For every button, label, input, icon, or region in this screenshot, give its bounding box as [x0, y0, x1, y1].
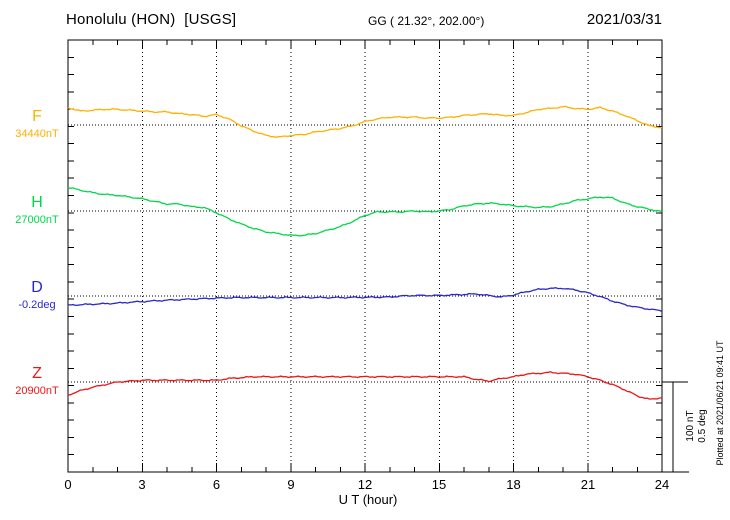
trace-baseline-value-Z: 20900nT [15, 385, 59, 397]
plotted-at-timestamp: Plotted at 2021/06/21 09:41 UT [715, 340, 725, 466]
x-tick-label-24: 24 [654, 477, 670, 492]
x-axis-title: U T (hour) [338, 492, 398, 507]
trace-baseline-value-D: -0.2deg [18, 299, 56, 311]
trace-baseline-value-F: 34440nT [15, 128, 59, 140]
trace-letter-D: D [31, 279, 43, 296]
x-tick-label-6: 6 [212, 477, 221, 492]
scale-label-nt: 100 nT [685, 410, 696, 442]
trace-letter-F: F [32, 108, 42, 125]
trace-baseline-value-H: 27000nT [15, 214, 59, 226]
trace-letter-H: H [31, 194, 43, 211]
plot-date: 2021/03/31 [586, 11, 662, 28]
trace-label-F: F 34440nT [6, 109, 68, 140]
x-tick-label-0: 0 [64, 477, 72, 492]
scale-label-deg: 0.5 deg [697, 409, 708, 443]
trace-label-H: H 27000nT [6, 195, 68, 226]
x-tick-label-21: 21 [580, 477, 596, 492]
trace-F [67, 105, 663, 138]
trace-label-Z: Z 20900nT [6, 366, 68, 397]
x-tick-label-9: 9 [287, 477, 295, 492]
trace-label-D: D -0.2deg [6, 280, 68, 311]
station-title: Honolulu (HON) [USGS] [66, 11, 237, 28]
x-tick-label-3: 3 [138, 477, 146, 492]
trace-D [67, 287, 663, 313]
geographic-coordinates: GG ( 21.32°, 202.00°) [368, 14, 485, 28]
x-tick-label-18: 18 [506, 477, 521, 492]
x-tick-label-12: 12 [357, 477, 373, 492]
x-tick-label-15: 15 [431, 477, 447, 492]
trace-H [67, 187, 663, 237]
trace-letter-Z: Z [32, 365, 42, 382]
trace-Z [68, 371, 663, 400]
scale-bar-labels: 100 nT 0.5 deg [685, 409, 709, 442]
